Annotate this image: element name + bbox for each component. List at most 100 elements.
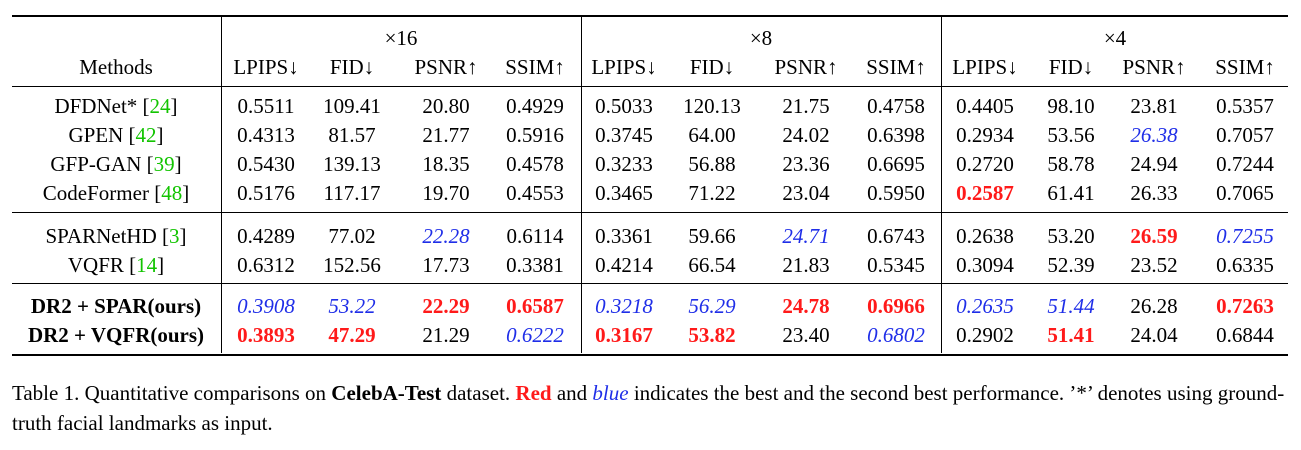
method-label: VQFR [ — [67, 253, 137, 277]
metric-header: LPIPS↓ — [591, 55, 657, 79]
table-cell: 0.5916 — [506, 123, 564, 147]
table-cell: 21.77 — [422, 123, 470, 147]
table-cell: 71.22 — [688, 181, 736, 205]
table-cell: 139.13 — [323, 152, 381, 176]
table-cell: 0.3893 — [237, 323, 295, 347]
caption-dataset: CelebA-Test — [331, 381, 442, 405]
method-label: GPEN [ — [68, 123, 136, 147]
table-cell: 24.04 — [1130, 323, 1178, 347]
table-cell: 21.83 — [782, 253, 830, 277]
table-cell: 0.2902 — [956, 323, 1014, 347]
table-cell: 61.41 — [1047, 181, 1095, 205]
method-name: GFP-GAN [39] — [50, 149, 181, 179]
column-separator — [941, 17, 942, 353]
table-cell: 22.29 — [422, 294, 470, 318]
table-cell: 120.13 — [683, 94, 741, 118]
table-caption: Table 1. Quantitative comparisons on Cel… — [12, 378, 1292, 438]
table-cell: 98.10 — [1047, 94, 1095, 118]
methods-header: Methods — [79, 55, 153, 79]
citation-link[interactable]: 24 — [149, 94, 171, 118]
table-cell: 0.5176 — [237, 181, 295, 205]
caption-blue-word: blue — [592, 381, 629, 405]
metric-header: LPIPS↓ — [233, 55, 299, 79]
table-cell: 152.56 — [323, 253, 381, 277]
table-cell: 0.2635 — [956, 294, 1014, 318]
caption-text-1: dataset. — [441, 381, 516, 405]
table-cell: 53.20 — [1047, 224, 1095, 248]
method-name: DFDNet* [24] — [54, 91, 177, 121]
table-cell: 0.4214 — [595, 253, 653, 277]
table-cell: 0.3381 — [506, 253, 564, 277]
table-cell: 0.3908 — [237, 294, 295, 318]
method-name: GPEN [42] — [68, 120, 163, 150]
table-cell: 24.94 — [1130, 152, 1178, 176]
table-cell: 0.5357 — [1216, 94, 1274, 118]
citation-link[interactable]: 39 — [153, 152, 175, 176]
table-cell: 0.3745 — [595, 123, 653, 147]
table-cell: 0.5033 — [595, 94, 653, 118]
table-cell: 0.6802 — [867, 323, 925, 347]
table-cell: 20.80 — [422, 94, 470, 118]
table-cell: 0.4758 — [867, 94, 925, 118]
table-cell: 53.22 — [328, 294, 376, 318]
table-cell: 0.6743 — [867, 224, 925, 248]
table-cell: 0.4578 — [506, 152, 564, 176]
scale-group-header: ×4 — [1103, 26, 1127, 50]
table-cell: 0.3167 — [595, 323, 653, 347]
table-cell: 59.66 — [688, 224, 736, 248]
table-cell: 0.6695 — [867, 152, 925, 176]
table-cell: 0.3361 — [595, 224, 653, 248]
table-cell: 53.56 — [1047, 123, 1095, 147]
citation-bracket: ] — [170, 94, 178, 118]
metric-header: FID↓ — [329, 55, 375, 79]
table-cell: 117.17 — [323, 181, 381, 205]
citation-link[interactable]: 3 — [169, 224, 180, 248]
table-cell: 0.6335 — [1216, 253, 1274, 277]
method-label: GFP-GAN [ — [50, 152, 154, 176]
table-cell: 0.4289 — [237, 224, 295, 248]
table-cell: 0.6312 — [237, 253, 295, 277]
table-cell: 26.28 — [1130, 294, 1178, 318]
table-cell: 0.5430 — [237, 152, 295, 176]
table-cell: 56.29 — [688, 294, 736, 318]
table-cell: 81.57 — [328, 123, 376, 147]
table-cell: 0.2720 — [956, 152, 1014, 176]
method-label: SPARNetHD [ — [45, 224, 170, 248]
section-rule — [12, 283, 1288, 284]
citation-link[interactable]: 48 — [161, 181, 183, 205]
table-cell: 0.3233 — [595, 152, 653, 176]
table-cell: 51.41 — [1047, 323, 1095, 347]
table-cell: 18.35 — [422, 152, 470, 176]
table-cell: 47.29 — [328, 323, 376, 347]
method-label: DR2 + SPAR(ours) — [30, 294, 202, 318]
citation-bracket: ] — [174, 152, 182, 176]
citation-link[interactable]: 42 — [135, 123, 157, 147]
table-cell: 0.7263 — [1216, 294, 1274, 318]
method-label: CodeFormer [ — [42, 181, 162, 205]
table-cell: 0.6114 — [506, 224, 564, 248]
table-cell: 26.33 — [1130, 181, 1178, 205]
table-cell: 24.78 — [782, 294, 830, 318]
metric-header: PSNR↑ — [414, 55, 478, 79]
table-cell: 0.6844 — [1216, 323, 1274, 347]
table-cell: 19.70 — [422, 181, 470, 205]
table-cell: 26.59 — [1130, 224, 1178, 248]
table-cell: 0.2934 — [956, 123, 1014, 147]
scale-group-header: ×16 — [384, 26, 418, 50]
section-rule — [12, 212, 1288, 213]
header-rule — [12, 86, 1288, 87]
table-cell: 23.81 — [1130, 94, 1178, 118]
method-name: DR2 + VQFR(ours) — [28, 320, 204, 350]
table-cell: 21.29 — [422, 323, 470, 347]
citation-link[interactable]: 14 — [136, 253, 158, 277]
table-cell: 23.52 — [1130, 253, 1178, 277]
table-cell: 17.73 — [422, 253, 470, 277]
column-separator — [581, 17, 582, 353]
method-name: VQFR [14] — [68, 250, 164, 280]
table-cell: 0.2638 — [956, 224, 1014, 248]
table-cell: 0.4553 — [506, 181, 564, 205]
table-cell: 0.7255 — [1216, 224, 1274, 248]
table-cell: 24.02 — [782, 123, 830, 147]
table-cell: 23.04 — [782, 181, 830, 205]
caption-text-3: indicates the best and the second best p… — [12, 381, 1285, 435]
